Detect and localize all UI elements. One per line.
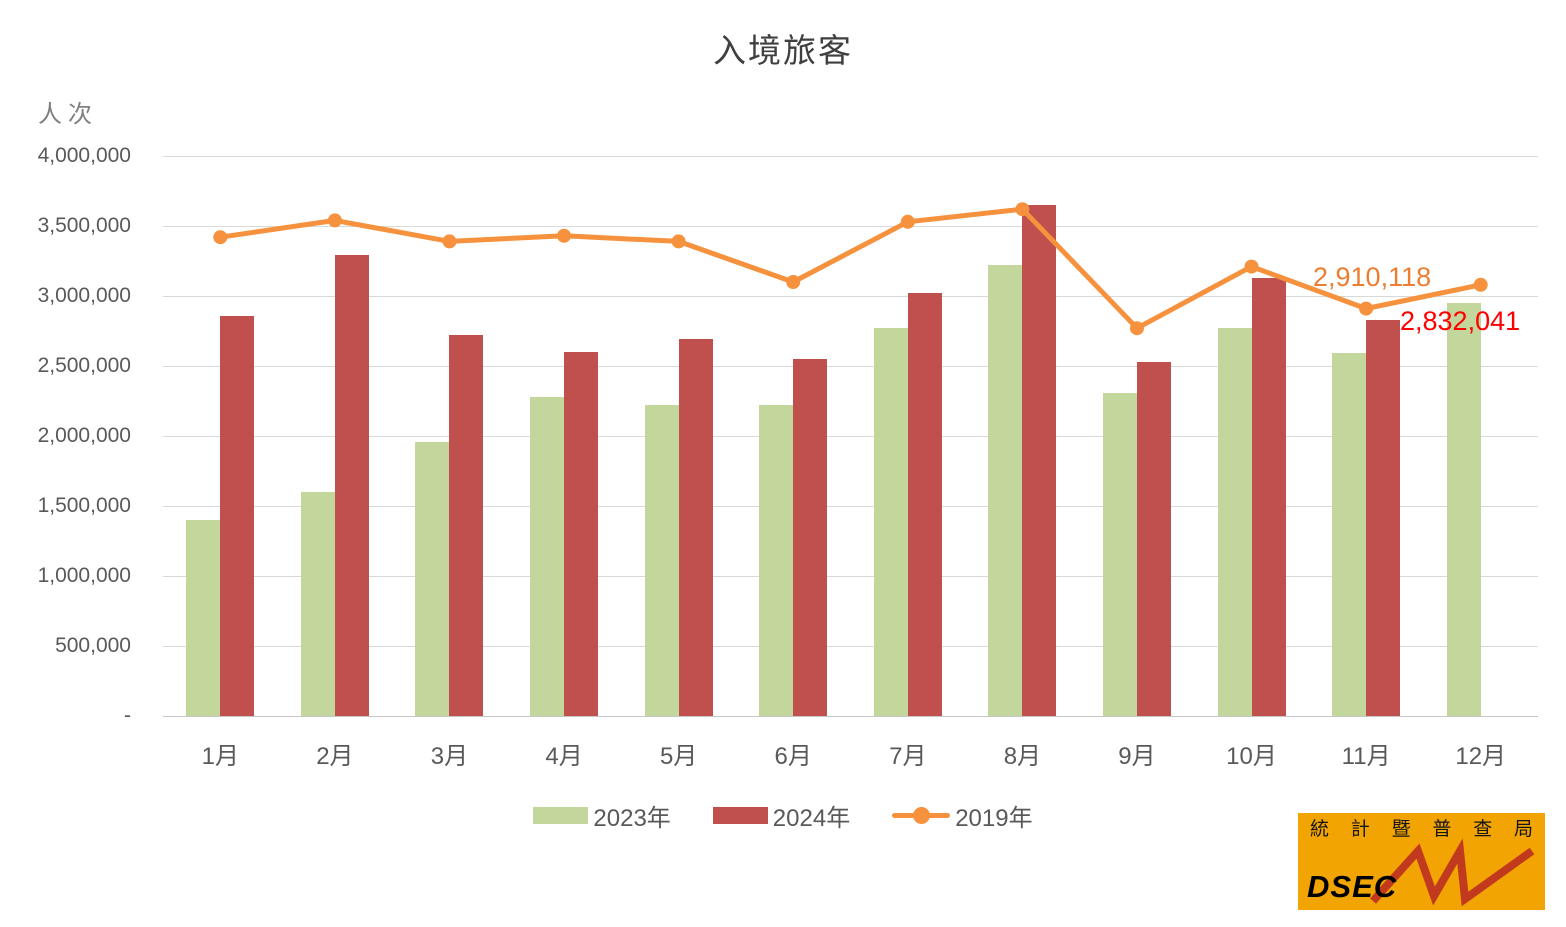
bar-2023年-6月	[759, 405, 794, 716]
x-tick-label: 10月	[1226, 743, 1277, 770]
y-axis-unit-label: 人次	[38, 101, 98, 128]
bar-2023年-11月	[1332, 353, 1367, 716]
plot-bars	[163, 156, 1538, 716]
y-tick-label: 4,000,000	[37, 144, 131, 167]
line-marker-icon	[327, 213, 342, 228]
bar-2024年-3月	[449, 335, 484, 716]
bar-2023年-10月	[1217, 328, 1252, 716]
bar-2024年-10月	[1251, 277, 1286, 716]
x-tick-label: 6月	[774, 743, 812, 770]
legend-label-2024: 2024年	[772, 804, 851, 832]
bar-2024年-4月	[564, 352, 599, 716]
gridline	[163, 296, 1538, 297]
logo-char: 計	[1350, 819, 1370, 840]
legend-dot-icon	[913, 806, 931, 824]
x-tick-label: 12月	[1455, 743, 1507, 770]
dsec-logo-text: DSEC	[1307, 869, 1398, 904]
y-tick-label: -	[124, 704, 131, 727]
line-marker-icon	[1359, 301, 1374, 316]
y-tick-label: 500,000	[55, 634, 131, 657]
line-marker-icon	[1130, 321, 1144, 336]
logo-char: 暨	[1391, 819, 1411, 840]
bar-2023年-3月	[415, 441, 450, 716]
dsec-zigzag-icon	[1370, 838, 1535, 907]
line-marker-icon	[1244, 259, 1259, 274]
legend-item-2023: 2023年	[533, 798, 671, 833]
legend-label-2023: 2023年	[593, 804, 671, 832]
logo-char: 局	[1513, 819, 1533, 840]
legend-line-marker-icon	[892, 806, 951, 824]
bar-2024年-7月	[907, 293, 942, 716]
bar-2024年-9月	[1136, 361, 1171, 716]
gridline	[163, 716, 1538, 717]
y-tick-label: 1,500,000	[37, 494, 131, 517]
legend-item-2019: 2019年	[892, 798, 1033, 833]
line-marker-icon	[442, 234, 457, 249]
bar-2023年-1月	[186, 520, 221, 716]
bar-2023年-12月	[1446, 303, 1481, 716]
x-tick-label: 7月	[889, 743, 927, 770]
gridline	[163, 366, 1538, 367]
line-marker-icon	[900, 214, 915, 229]
bar-2023年-2月	[300, 492, 335, 716]
bar-2023年-4月	[530, 396, 565, 716]
x-tick-label: 1月	[201, 743, 239, 770]
bar-2024年-6月	[793, 359, 828, 716]
legend-swatch-red-icon	[712, 806, 768, 824]
bar-2023年-8月	[988, 265, 1023, 716]
x-tick-label: 11月	[1341, 743, 1391, 770]
line-series-2019	[213, 202, 1488, 336]
gridline	[163, 226, 1538, 227]
legend-label-2019: 2019年	[955, 804, 1033, 832]
gridline	[163, 506, 1538, 507]
dsec-logo-chinese-text: 統 計 暨 普 查 局	[1310, 818, 1533, 842]
legend-swatch-green-icon	[533, 806, 589, 824]
x-tick-label: 8月	[1003, 743, 1042, 770]
bar-2024年-1月	[220, 315, 255, 716]
bar-2023年-9月	[1102, 392, 1137, 716]
line-marker-icon	[1473, 277, 1488, 292]
x-tick-label: 2月	[316, 743, 354, 770]
line-2019-path	[217, 206, 1484, 331]
logo-char: 普	[1432, 819, 1452, 840]
gridline	[163, 576, 1538, 577]
gridline	[163, 646, 1538, 647]
line-marker-icon	[213, 230, 228, 245]
y-tick-label: 2,500,000	[37, 354, 131, 377]
line-marker-icon	[1015, 202, 1030, 217]
data-label-2024年-11月: 2,832,041	[1400, 306, 1521, 336]
x-tick-label: 9月	[1118, 743, 1156, 770]
line-marker-icon	[786, 275, 801, 289]
bar-2024年-8月	[1022, 205, 1057, 716]
gridline	[163, 156, 1538, 157]
bar-2024年-2月	[334, 255, 369, 716]
y-tick-label: 2,000,000	[37, 424, 131, 447]
bar-2023年-5月	[644, 405, 679, 716]
line-marker-icon	[671, 234, 686, 249]
line-marker-icon	[557, 228, 571, 243]
dsec-logo: 統 計 暨 普 查 局 DSEC	[1298, 813, 1545, 910]
y-tick-label: 1,000,000	[37, 564, 131, 587]
logo-char: 統	[1310, 819, 1330, 840]
y-tick-label: 3,000,000	[37, 284, 131, 307]
gridline	[163, 436, 1538, 437]
chart-title: 入境旅客	[713, 32, 853, 69]
legend-item-2024: 2024年	[712, 798, 851, 833]
x-tick-label: 5月	[659, 743, 698, 770]
logo-char: 查	[1473, 819, 1493, 840]
y-tick-label: 3,500,000	[37, 214, 131, 237]
legend: 2023年 2024年 2019年	[0, 797, 1566, 833]
bar-2024年-5月	[678, 339, 713, 716]
data-label-2019年-11月: 2,910,118	[1313, 262, 1432, 292]
x-tick-label: 4月	[545, 743, 583, 770]
bar-2023年-7月	[873, 328, 908, 716]
bar-2024年-11月	[1366, 319, 1401, 716]
x-tick-label: 3月	[430, 743, 469, 770]
